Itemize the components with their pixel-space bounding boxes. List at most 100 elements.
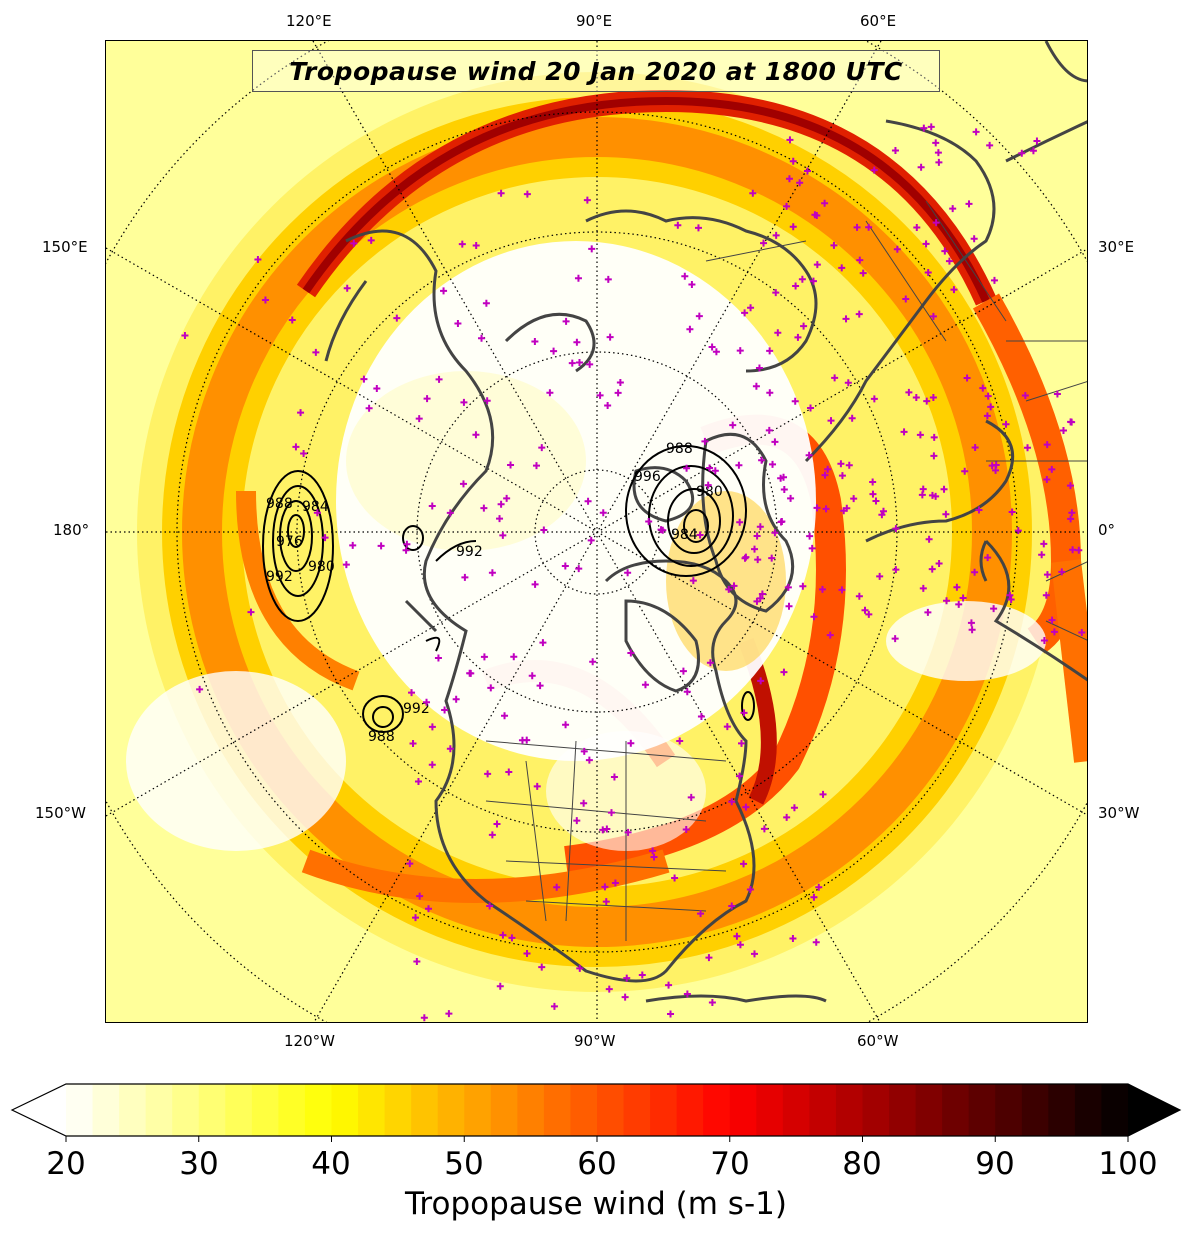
lon-label-right: 0° bbox=[1098, 521, 1116, 539]
station-marker bbox=[766, 347, 774, 355]
station-marker bbox=[870, 395, 878, 403]
station-marker bbox=[487, 684, 495, 692]
station-marker bbox=[583, 196, 591, 204]
station-marker bbox=[850, 495, 858, 503]
station-marker bbox=[1033, 137, 1041, 145]
station-marker bbox=[1021, 392, 1029, 400]
station-marker bbox=[861, 606, 869, 614]
station-marker bbox=[1078, 629, 1086, 637]
contour-label: 988 bbox=[368, 729, 395, 745]
station-marker bbox=[943, 597, 951, 605]
station-marker bbox=[758, 456, 766, 464]
station-marker bbox=[1007, 595, 1015, 603]
station-marker bbox=[679, 667, 687, 675]
station-marker bbox=[984, 392, 992, 400]
station-marker bbox=[791, 397, 799, 405]
station-marker bbox=[751, 545, 759, 553]
station-marker bbox=[723, 723, 731, 731]
colorbar-bin bbox=[331, 1084, 359, 1136]
station-marker bbox=[736, 518, 744, 526]
station-marker bbox=[780, 668, 788, 676]
station-marker bbox=[599, 509, 607, 517]
colorbar-bin bbox=[384, 1084, 412, 1136]
station-marker bbox=[892, 566, 900, 574]
station-marker bbox=[297, 409, 305, 417]
colorbar-bin bbox=[570, 1084, 598, 1136]
station-marker bbox=[930, 433, 938, 441]
station-marker bbox=[461, 573, 469, 581]
station-marker bbox=[824, 465, 832, 473]
colorbar-bin bbox=[862, 1084, 890, 1136]
station-marker bbox=[749, 189, 757, 197]
lon-label-bottom: 60°W bbox=[857, 1032, 899, 1050]
station-marker bbox=[893, 245, 901, 253]
station-marker bbox=[550, 347, 558, 355]
station-marker bbox=[377, 542, 385, 550]
station-marker bbox=[780, 486, 788, 494]
station-marker bbox=[196, 685, 204, 693]
station-marker bbox=[350, 239, 358, 247]
colorbar-bin bbox=[623, 1084, 651, 1136]
station-marker bbox=[968, 626, 976, 634]
station-marker bbox=[1024, 444, 1032, 452]
station-marker bbox=[614, 389, 622, 397]
station-marker bbox=[1008, 508, 1016, 516]
station-marker bbox=[750, 950, 758, 958]
colorbar-bin bbox=[809, 1084, 837, 1136]
station-marker bbox=[539, 639, 547, 647]
station-marker bbox=[665, 981, 673, 989]
station-marker bbox=[879, 507, 887, 515]
station-marker bbox=[697, 713, 705, 721]
station-marker bbox=[499, 931, 507, 939]
borders bbox=[485, 200, 1087, 941]
contour-label: 992 bbox=[403, 701, 430, 717]
station-marker bbox=[855, 310, 863, 318]
station-marker bbox=[488, 831, 496, 839]
station-marker bbox=[766, 389, 774, 397]
station-marker bbox=[1042, 591, 1050, 599]
lon-label-top: 90°E bbox=[576, 12, 613, 30]
station-marker bbox=[918, 491, 926, 499]
station-marker bbox=[905, 388, 913, 396]
station-marker bbox=[416, 892, 424, 900]
station-marker bbox=[768, 554, 776, 562]
station-marker bbox=[771, 438, 779, 446]
station-marker bbox=[712, 348, 720, 356]
colorbar-label: Tropopause wind (m s-1) bbox=[405, 1186, 787, 1222]
station-marker bbox=[733, 932, 741, 940]
station-marker bbox=[955, 600, 963, 608]
station-marker bbox=[1068, 509, 1076, 517]
station-marker bbox=[738, 739, 746, 747]
station-marker bbox=[624, 828, 632, 836]
station-marker bbox=[1067, 515, 1075, 523]
station-marker bbox=[472, 242, 480, 250]
contour-label: 996 bbox=[634, 469, 661, 485]
station-marker bbox=[917, 163, 925, 171]
contour-label: 980 bbox=[308, 559, 335, 575]
station-marker bbox=[922, 240, 930, 248]
station-marker bbox=[562, 317, 570, 325]
station-marker bbox=[616, 378, 624, 386]
station-marker bbox=[531, 580, 539, 588]
station-marker bbox=[497, 189, 505, 197]
contour-label: 992 bbox=[456, 544, 483, 560]
colorbar-bin bbox=[411, 1084, 439, 1136]
station-marker bbox=[415, 415, 423, 423]
station-marker bbox=[855, 592, 863, 600]
station-marker bbox=[932, 219, 940, 227]
station-marker bbox=[756, 594, 764, 602]
station-marker bbox=[488, 569, 496, 577]
station-marker bbox=[1075, 546, 1083, 554]
station-marker bbox=[480, 653, 488, 661]
station-marker bbox=[752, 382, 760, 390]
station-marker bbox=[523, 950, 531, 958]
lon-label-top: 60°E bbox=[860, 12, 897, 30]
colorbar-bin bbox=[1048, 1084, 1076, 1136]
station-marker bbox=[919, 485, 927, 493]
station-marker bbox=[790, 804, 798, 812]
station-marker bbox=[533, 782, 541, 790]
colorbar-bin bbox=[198, 1084, 226, 1136]
station-marker bbox=[650, 853, 658, 861]
station-marker bbox=[496, 982, 504, 990]
station-marker bbox=[971, 568, 979, 576]
